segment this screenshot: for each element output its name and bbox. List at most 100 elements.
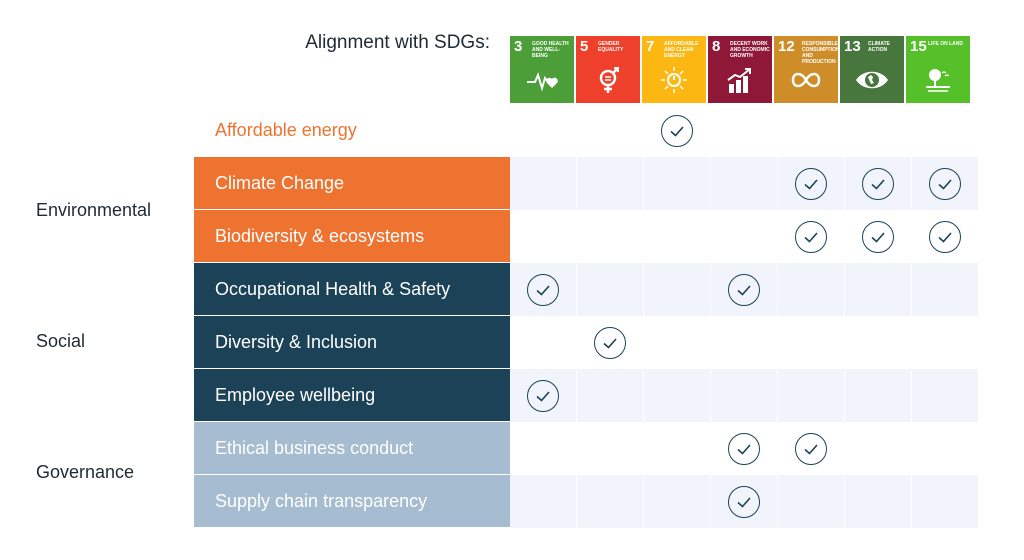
alignment-cell [778,316,845,369]
alignment-cell [577,316,644,369]
alignment-cell [778,422,845,475]
alignment-cell [577,263,644,316]
alignment-cell [510,422,577,475]
group-label-governance: Governance [36,462,135,482]
alignment-cell [510,263,577,316]
row-label: Diversity & Inclusion [194,316,510,369]
alignment-cell [912,369,979,422]
alignment-cell [644,475,711,528]
alignment-cell [510,475,577,528]
alignment-cell [577,475,644,528]
sdg-alignment-grid: Affordable energy Climate Change Biodivers… [194,104,982,528]
alignment-cell [845,369,912,422]
alignment-cell [845,210,912,263]
alignment-cell [644,369,711,422]
alignment-cell [711,475,778,528]
table-row: Ethical business conduct [194,422,982,475]
alignment-cell [644,157,711,210]
check-circle-icon [661,114,693,147]
alignment-cell [510,369,577,422]
alignment-cell [577,104,644,157]
alignment-cell [711,422,778,475]
sdg-number: 5 [580,38,589,55]
alignment-cell [778,369,845,422]
table-row: Employee wellbeing [194,369,982,422]
sdg-tile-13: 13 Climate Action [840,36,904,103]
sdg-number: 13 [844,38,861,55]
alignment-cell [644,210,711,263]
alignment-cell [510,104,577,157]
sdg-number: 7 [646,38,655,55]
row-label: Affordable energy [194,104,510,157]
alignment-cell [778,210,845,263]
alignment-cell [711,104,778,157]
alignment-cell [845,263,912,316]
sdg-tile-12: 12 Responsible Consumption and Productio… [774,36,840,103]
alignment-cell [845,316,912,369]
alignment-cell [845,104,912,157]
alignment-cell [510,157,577,210]
alignment-cell [711,263,778,316]
alignment-cell [845,157,912,210]
alignment-cell [778,475,845,528]
alignment-cell [577,210,644,263]
eye-globe-icon [840,66,904,99]
sdg-number: 8 [712,38,721,55]
infinity-icon [774,66,838,99]
alignment-cell [510,210,577,263]
sdg-name: Gender Equality [598,41,624,53]
tree-icon [906,66,970,99]
check-circle-icon [795,167,827,200]
alignment-cell [912,263,979,316]
alignment-cell [644,316,711,369]
check-circle-icon [795,220,827,253]
sdg-tile-5: 5 Gender Equality [576,36,640,103]
alignment-cell [644,263,711,316]
check-circle-icon [728,432,760,465]
alignment-cell [845,422,912,475]
growth-chart-icon [708,66,772,99]
row-label: Biodiversity & ecosystems [194,210,510,263]
alignment-cell [912,316,979,369]
row-label: Supply chain transparency [194,475,510,528]
row-label: Occupational Health & Safety [194,263,510,316]
alignment-cell [845,475,912,528]
sdg-header-row: 3 Good Health and Well-being 5 Gender Eq… [510,36,970,103]
alignment-cell [778,263,845,316]
table-row: Biodiversity & ecosystems [194,210,982,263]
alignment-cell [778,157,845,210]
alignment-cell [912,157,979,210]
row-label: Climate Change [194,157,510,210]
check-circle-icon [728,273,760,306]
alignment-cell [912,210,979,263]
group-label-social: Social [36,331,86,351]
alignment-cell [912,422,979,475]
alignment-cell [577,422,644,475]
sdg-name: Good Health and Well-being [532,41,569,59]
alignment-cell [510,316,577,369]
check-circle-icon [594,326,626,359]
group-label-environmental: Environmental [36,200,152,220]
sdg-name: Decent Work and Economic Growth [730,41,770,59]
alignment-cell [577,157,644,210]
alignment-cell [912,104,979,157]
table-row: Occupational Health & Safety [194,263,982,316]
alignment-cell [912,475,979,528]
check-circle-icon [527,379,559,412]
sdg-tile-7: 7 Affordable and Clean Energy [642,36,706,103]
sdg-name: Life on Land [928,41,963,47]
check-circle-icon [728,485,760,518]
check-circle-icon [929,220,961,253]
sdg-name: Responsible Consumption and Production [802,41,840,65]
sun-power-icon [642,66,706,99]
sdg-tile-3: 3 Good Health and Well-being [510,36,574,103]
row-label: Employee wellbeing [194,369,510,422]
table-row: Climate Change [194,157,982,210]
alignment-cell [711,369,778,422]
sdg-number: 3 [514,38,523,55]
row-label: Ethical business conduct [194,422,510,475]
table-row: Supply chain transparency [194,475,982,528]
sdg-number: 15 [910,38,927,55]
table-row: Affordable energy [194,104,982,157]
alignment-cell [644,422,711,475]
